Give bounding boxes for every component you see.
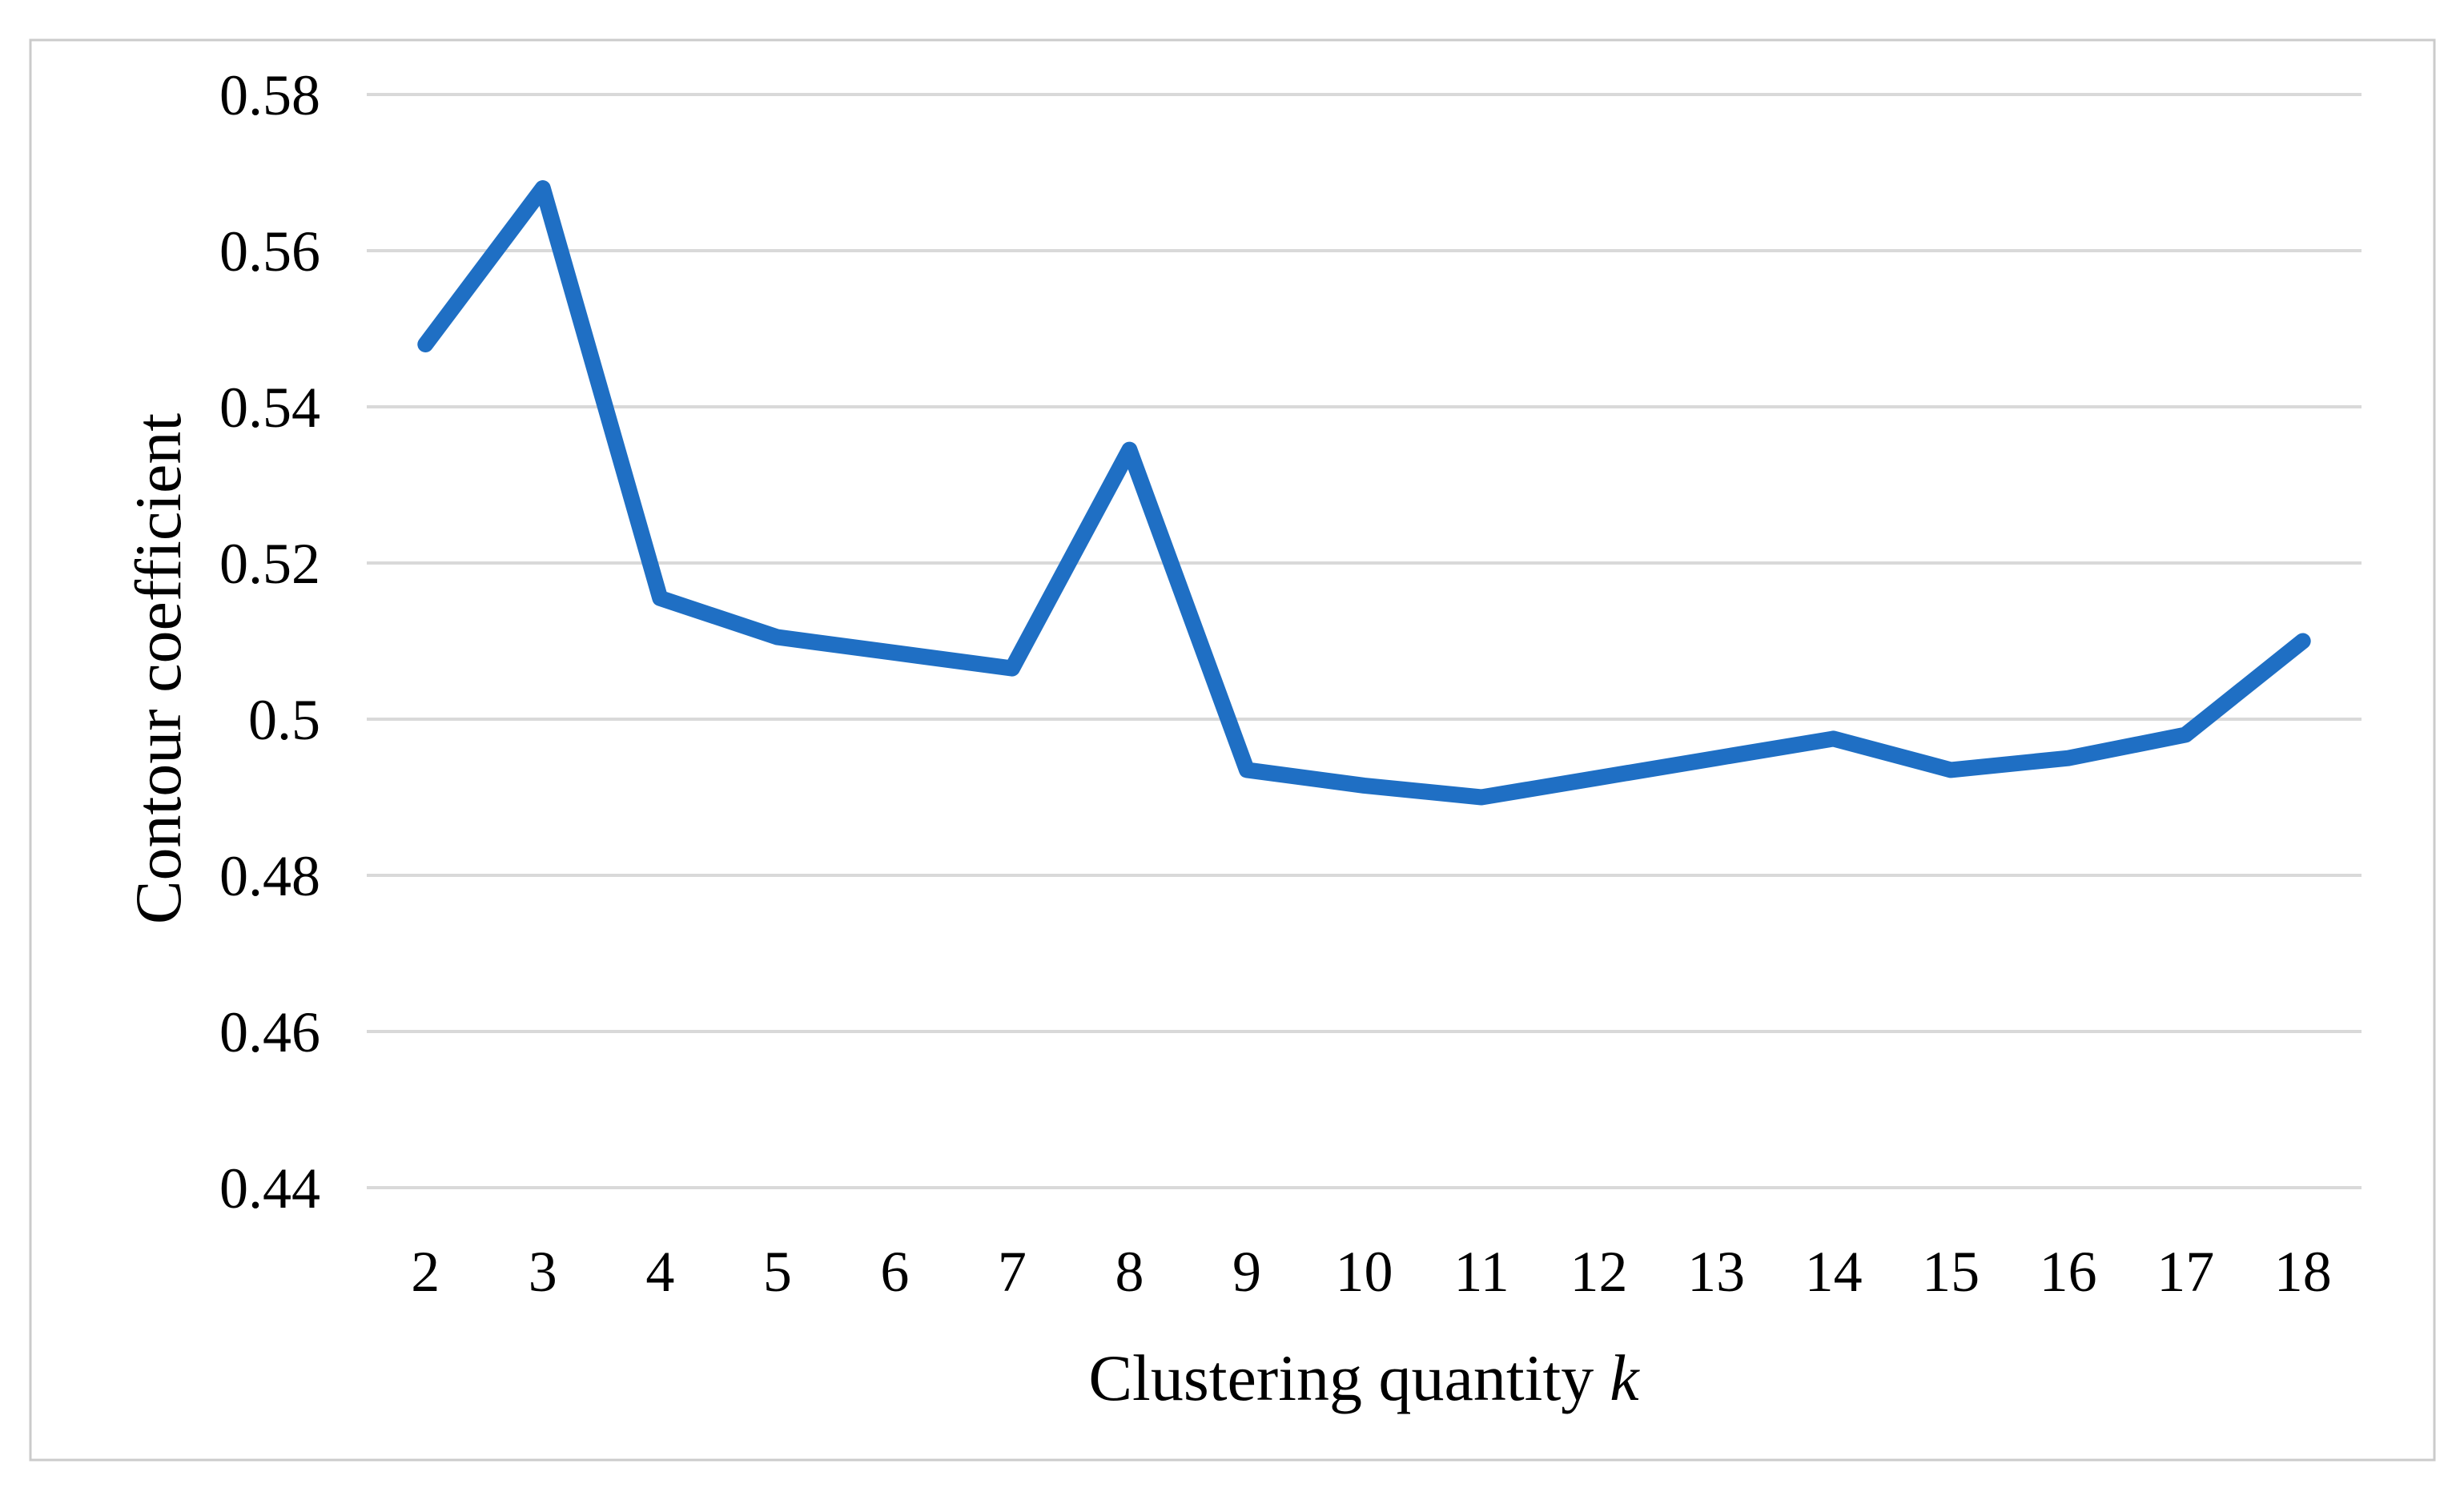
x-tick-label: 13 <box>1687 1240 1745 1304</box>
x-tick-label: 4 <box>645 1240 674 1304</box>
x-tick-label: 15 <box>1922 1240 1980 1304</box>
y-tick-label: 0.54 <box>219 376 320 440</box>
y-tick-label: 0.48 <box>219 844 320 908</box>
chart-border-frame <box>29 38 2436 1462</box>
y-axis-title: Contour coefficient <box>122 413 195 925</box>
x-tick-label: 6 <box>880 1240 909 1304</box>
x-axis-title-variable: k <box>1610 1341 1640 1414</box>
x-axis-tick-labels: 2 3 4 5 6 7 8 9 10 11 12 13 14 15 16 17 18 <box>411 1240 2331 1304</box>
y-tick-label: 0.58 <box>219 63 320 127</box>
x-tick-label: 5 <box>763 1240 792 1304</box>
x-tick-label: 2 <box>411 1240 440 1304</box>
x-tick-label: 3 <box>529 1240 557 1304</box>
x-tick-label: 8 <box>1115 1240 1144 1304</box>
series-line <box>417 180 2311 806</box>
x-tick-label: 9 <box>1232 1240 1261 1304</box>
y-tick-label: 0.44 <box>219 1156 320 1221</box>
x-tick-label: 16 <box>2040 1240 2097 1304</box>
y-tick-label: 0.56 <box>219 219 320 284</box>
x-tick-label: 7 <box>998 1240 1027 1304</box>
x-tick-label: 14 <box>1805 1240 1863 1304</box>
x-tick-label: 17 <box>2157 1240 2214 1304</box>
y-tick-label: 0.46 <box>219 1000 320 1064</box>
gridlines <box>367 93 2362 1189</box>
x-tick-label: 18 <box>2274 1240 2332 1304</box>
y-axis-tick-labels: 0.58 0.56 0.54 0.52 0.5 0.48 0.46 0.44 <box>219 63 320 1221</box>
x-tick-label: 11 <box>1453 1240 1509 1304</box>
x-axis-title-text: Clustering quantity <box>1088 1341 1594 1414</box>
x-axis-title: Clustering quantity k <box>1088 1341 1640 1414</box>
y-tick-label: 0.52 <box>219 532 320 596</box>
x-tick-label: 12 <box>1570 1240 1628 1304</box>
x-tick-label: 10 <box>1336 1240 1393 1304</box>
y-tick-label: 0.5 <box>248 688 320 752</box>
